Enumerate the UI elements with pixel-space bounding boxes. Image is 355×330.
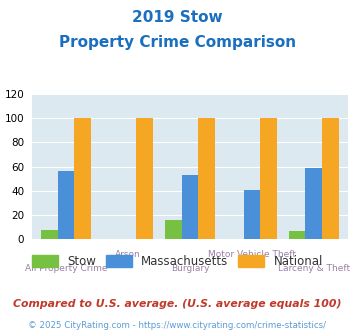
Text: Property Crime Comparison: Property Crime Comparison [59,35,296,50]
Bar [136,118,153,239]
Text: Burglary: Burglary [171,264,209,273]
Bar [244,190,260,239]
Bar [181,175,198,239]
Bar [41,230,58,239]
Text: Motor Vehicle Theft: Motor Vehicle Theft [208,250,296,259]
Bar [305,168,322,239]
Text: Arson: Arson [115,250,141,259]
Legend: Stow, Massachusetts, National: Stow, Massachusetts, National [27,250,328,273]
Bar [289,231,305,239]
Text: © 2025 CityRating.com - https://www.cityrating.com/crime-statistics/: © 2025 CityRating.com - https://www.city… [28,321,327,330]
Bar [198,118,215,239]
Text: All Property Crime: All Property Crime [25,264,107,273]
Text: Compared to U.S. average. (U.S. average equals 100): Compared to U.S. average. (U.S. average … [13,299,342,309]
Bar [58,172,75,239]
Bar [322,118,339,239]
Text: 2019 Stow: 2019 Stow [132,10,223,25]
Bar [75,118,91,239]
Bar [165,220,181,239]
Text: Larceny & Theft: Larceny & Theft [278,264,350,273]
Bar [260,118,277,239]
